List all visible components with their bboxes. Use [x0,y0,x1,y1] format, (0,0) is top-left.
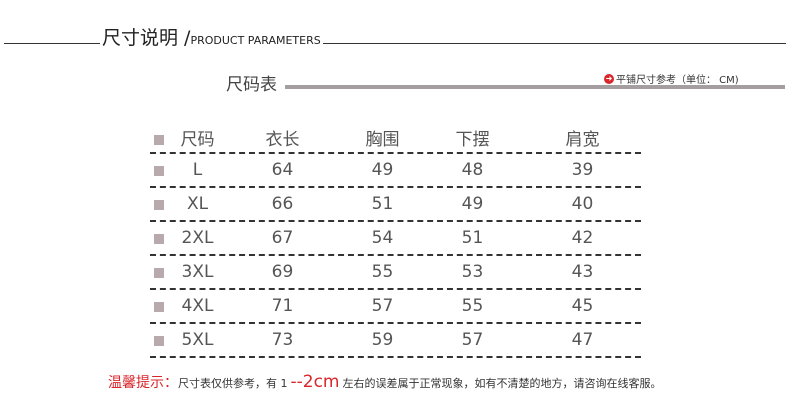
table-cell: 51 [461,228,484,248]
table-cell: 54 [371,228,394,248]
header-divider [4,43,786,44]
table-cell: 42 [571,228,594,248]
table-cell: 69 [271,262,294,282]
column-header: 尺码 [180,129,215,150]
table-cell: 53 [461,262,484,282]
unit-note-text: 平铺尺寸参考（单位： CM) [616,75,739,86]
table-cell: 67 [271,228,294,248]
table-cell: 73 [271,330,294,350]
table-cell: 43 [571,262,594,282]
tip-text-2: 左右的误差属于正常现象，如有不清楚的地方，请咨询在线客服。 [342,377,662,390]
table-cell: 49 [461,194,484,214]
size-table: 尺码 衣长 胸围 下摆 肩宽 L 64 49 48 39 XL 66 51 49 40 2XL 67 5… [150,122,641,358]
table-cell: XL [186,194,209,214]
table-cell: 57 [371,296,394,316]
table-cell: 51 [371,194,394,214]
title-cn: 尺寸说明 / [102,27,191,49]
table-cell: 5XL [181,330,214,350]
table-cell: 45 [571,296,594,316]
table-row: 2XL 67 54 51 42 [150,222,641,256]
table-cell: 64 [271,160,294,180]
square-bullet-icon [154,336,164,346]
table-cell: 3XL [181,262,214,282]
table-row: XL 66 51 49 40 [150,188,641,222]
tip-range: --2cm [290,372,340,392]
table-row: 4XL 71 57 55 45 [150,290,641,324]
section-bar [285,85,785,89]
table-cell: 49 [371,160,394,180]
table-cell: 2XL [181,228,214,248]
column-header: 肩宽 [565,129,600,150]
table-row: L 64 49 48 39 [150,154,641,188]
table-row: 5XL 73 59 57 47 [150,324,641,358]
column-header: 下摆 [455,129,490,150]
table-cell: L [192,160,203,180]
square-bullet-icon [154,268,164,278]
table-cell: 40 [571,194,594,214]
table-cell: 55 [371,262,394,282]
unit-note: ➜ 平铺尺寸参考（单位： CM) [604,71,739,86]
square-bullet-icon [154,166,164,176]
table-cell: 47 [571,330,594,350]
page-title: 尺寸说明 /PRODUCT PARAMETERS [100,23,323,50]
arrow-circle-right-icon: ➜ [604,73,614,84]
square-bullet-icon [154,234,164,244]
table-cell: 48 [461,160,484,180]
table-row: 3XL 69 55 53 43 [150,256,641,290]
table-cell: 59 [371,330,394,350]
column-header: 衣长 [265,129,300,150]
square-bullet-icon [154,135,164,145]
section-title: 尺码表 [226,75,277,95]
tip-label: 温馨提示： [108,375,178,391]
table-cell: 39 [571,160,594,180]
table-cell: 55 [461,296,484,316]
table-cell: 57 [461,330,484,350]
table-cell: 66 [271,194,294,214]
tip-text: 尺寸表仅供参考，有 1 [178,377,288,390]
square-bullet-icon [154,302,164,312]
title-en: PRODUCT PARAMETERS [190,34,321,47]
square-bullet-icon [154,200,164,210]
table-header: 尺码 衣长 胸围 下摆 肩宽 [150,122,641,154]
table-cell: 4XL [181,296,214,316]
table-cell: 71 [271,296,294,316]
tip-note: 温馨提示： 尺寸表仅供参考，有 1 --2cm 左右的误差属于正常现象，如有不清楚的地… [108,372,662,392]
column-header: 胸围 [365,129,400,150]
